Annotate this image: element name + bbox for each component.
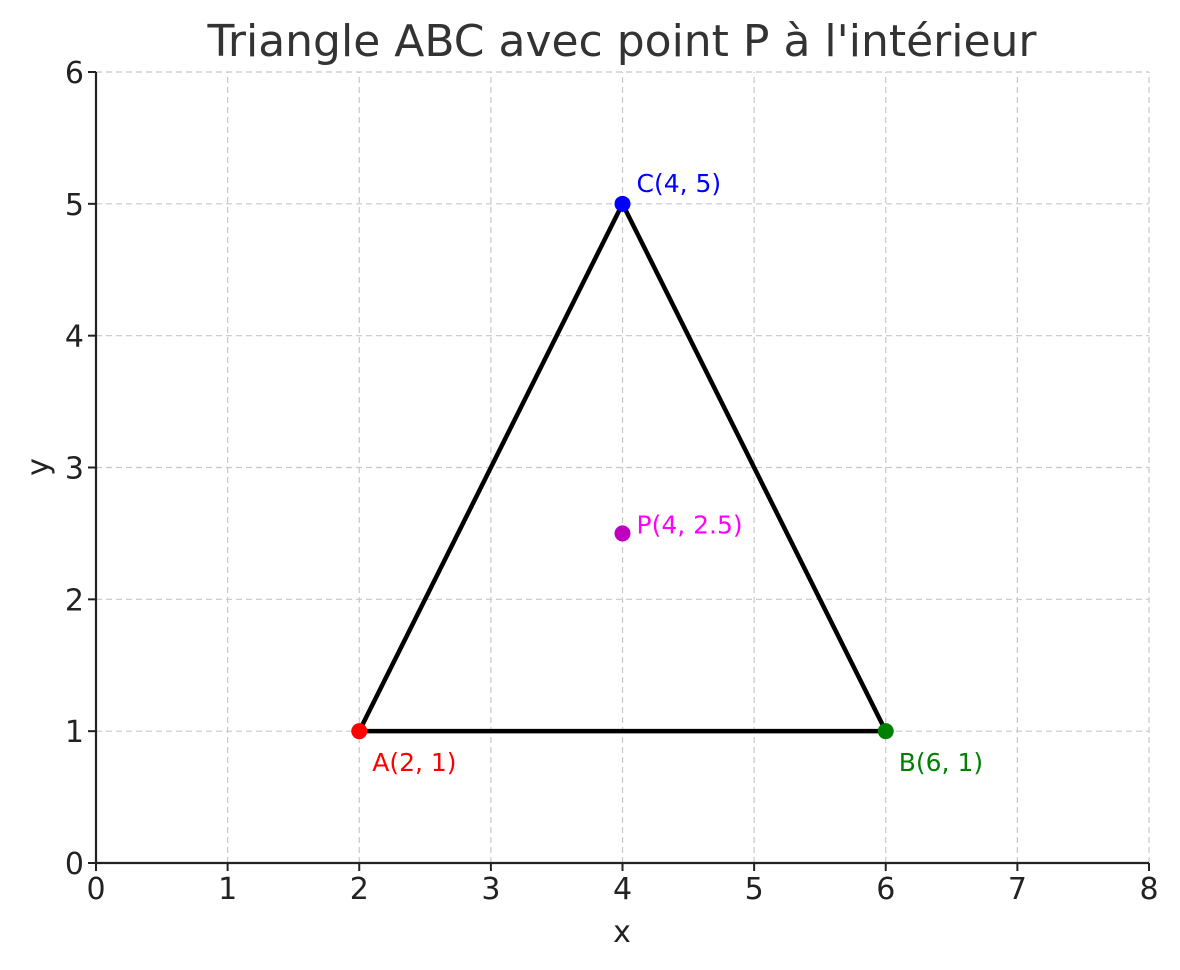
x-axis-label: x (613, 915, 631, 950)
chart-title: Triangle ABC avec point P à l'intérieur (206, 16, 1037, 67)
x-tick-label-7: 7 (1008, 872, 1027, 907)
y-tick-label-1: 1 (65, 715, 84, 750)
y-axis-ticks: 0 1 2 3 4 5 6 (65, 56, 96, 882)
y-axis-label: y (21, 458, 56, 476)
y-tick-label-4: 4 (65, 320, 84, 355)
x-tick-label-8: 8 (1139, 872, 1158, 907)
point-c-marker (614, 195, 631, 212)
y-tick-label-3: 3 (65, 452, 84, 487)
x-tick-label-1: 1 (218, 872, 237, 907)
x-tick-label-2: 2 (350, 872, 369, 907)
grid-lines (96, 71, 1150, 863)
triangle-edge-bc (620, 201, 888, 734)
point-a-marker (351, 723, 368, 740)
triangle-edges (357, 201, 888, 734)
y-tick-label-6: 6 (65, 56, 84, 91)
point-p-label: P(4, 2.5) (637, 510, 743, 539)
x-tick-label-4: 4 (613, 872, 632, 907)
x-tick-label-0: 0 (86, 872, 105, 907)
point-c-label: C(4, 5) (637, 169, 722, 198)
point-p-marker (614, 525, 631, 542)
y-tick-label-5: 5 (65, 188, 84, 223)
x-tick-label-3: 3 (481, 872, 500, 907)
point-b-marker (877, 723, 894, 740)
x-tick-label-5: 5 (745, 872, 764, 907)
x-tick-label-6: 6 (876, 872, 895, 907)
triangle-edge-ca (357, 201, 625, 734)
point-a-label: A(2, 1) (372, 748, 456, 777)
y-tick-label-2: 2 (65, 583, 84, 618)
x-axis-ticks: 0 1 2 3 4 5 6 7 8 (86, 863, 1159, 907)
y-tick-label-0: 0 (65, 847, 84, 882)
point-b-label: B(6, 1) (899, 748, 983, 777)
triangle-points: A(2, 1) B(6, 1) C(4, 5) P(4, 2.5) (351, 169, 983, 777)
